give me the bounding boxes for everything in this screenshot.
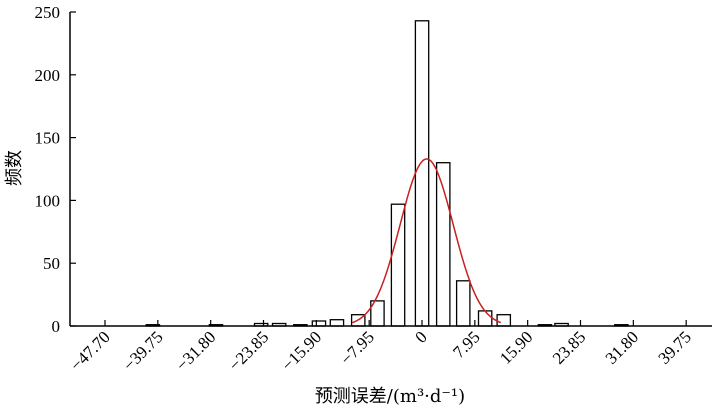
y-ticks-group: 0 50 100 150 200 250 bbox=[35, 3, 76, 336]
y-tick-label: 100 bbox=[35, 191, 61, 210]
y-tick-label: 250 bbox=[35, 3, 61, 22]
x-tick-label: −47.70 bbox=[67, 327, 114, 374]
x-tick-label: −31.80 bbox=[172, 327, 219, 374]
x-tick-label: 15.90 bbox=[496, 327, 536, 367]
x-tick-label: 23.85 bbox=[549, 327, 589, 367]
x-tick-label: −39.75 bbox=[119, 327, 166, 374]
histogram-bar bbox=[329, 319, 345, 327]
y-tick-label: 150 bbox=[35, 129, 61, 148]
y-tick-label: 200 bbox=[35, 66, 61, 85]
x-tick-label: 7.95 bbox=[449, 327, 483, 361]
histogram-bar bbox=[390, 203, 406, 327]
x-tick-label: −15.90 bbox=[278, 327, 325, 374]
y-tick-label: 50 bbox=[43, 254, 60, 273]
y-axis-title: 频数 bbox=[4, 150, 25, 186]
x-tick-label: 31.80 bbox=[602, 327, 642, 367]
x-tick-label: 0 bbox=[411, 327, 430, 346]
x-ticks-group: −47.70 −39.75 −31.80 −23.85 −15.90 −7.95 0 7.95… bbox=[67, 320, 695, 375]
bars-group bbox=[145, 20, 629, 327]
y-tick-label: 0 bbox=[52, 317, 61, 336]
histogram-bar bbox=[496, 314, 512, 327]
histogram-bar bbox=[455, 280, 471, 327]
normal-fit-curve bbox=[351, 158, 502, 324]
x-tick-label: −7.95 bbox=[337, 327, 378, 368]
x-axis-title: 预测误差/(m³·d⁻¹) bbox=[315, 386, 465, 407]
histogram-bar bbox=[414, 20, 430, 327]
x-tick-label: 39.75 bbox=[655, 327, 695, 367]
x-tick-label: −23.85 bbox=[225, 327, 272, 374]
histogram-bar bbox=[477, 310, 493, 327]
